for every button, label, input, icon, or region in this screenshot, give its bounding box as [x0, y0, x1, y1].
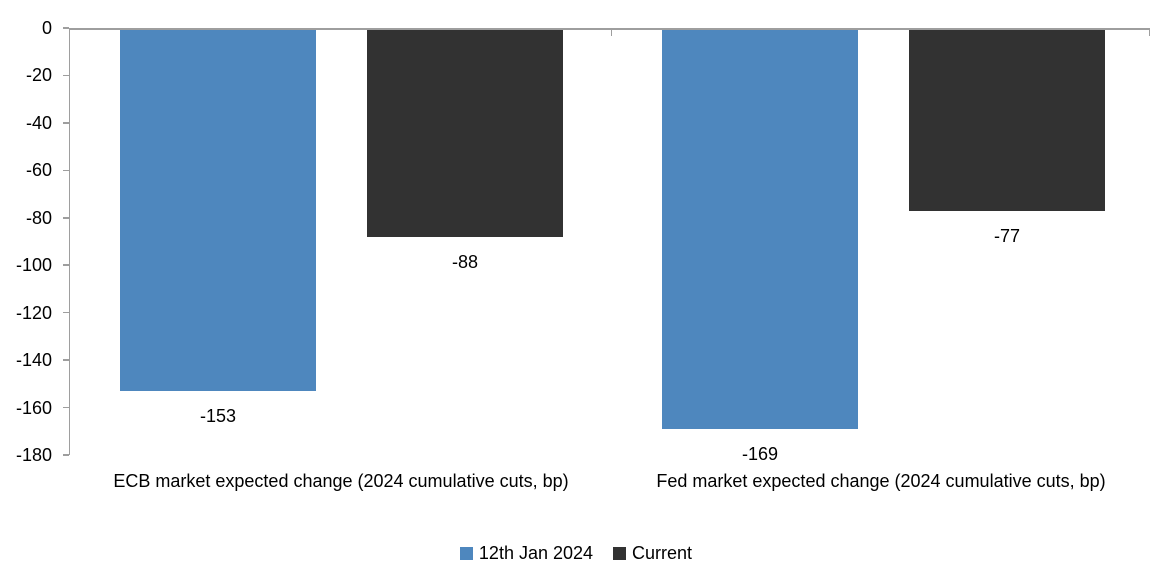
bar-jan [662, 29, 858, 429]
legend-swatch-icon [613, 546, 627, 560]
bar-value-label: -77 [993, 225, 1020, 246]
y-axis-tick [62, 311, 69, 314]
y-axis-line [68, 28, 70, 455]
bar-current [909, 29, 1105, 211]
y-axis-tick [62, 264, 69, 266]
x-axis-line [68, 28, 1150, 30]
bar-value-label: -88 [451, 251, 478, 272]
y-axis-tick [62, 122, 69, 124]
x-axis-tick [1148, 28, 1150, 36]
y-axis-tick-label: -100 [15, 255, 52, 276]
bar-value-label: -153 [199, 405, 237, 426]
y-axis-tick-label: -160 [15, 397, 52, 418]
y-axis-tick [62, 27, 69, 29]
x-axis-tick [610, 28, 612, 36]
y-axis-tick-label: -80 [25, 207, 52, 228]
legend-label: Current [632, 543, 693, 563]
legend-item: 12th Jan 2024 [459, 542, 594, 564]
y-axis-tick [62, 454, 69, 456]
category-label: Fed market expected change (2024 cumulat… [656, 471, 1106, 491]
y-axis-tick-label: -40 [25, 112, 52, 133]
y-axis-tick [62, 217, 69, 219]
y-axis-tick-label: -180 [15, 445, 52, 465]
bar-value-label: -169 [741, 443, 779, 464]
y-axis-tick [62, 169, 69, 172]
legend-label: 12th Jan 2024 [478, 543, 594, 563]
legend: 12th Jan 2024 Current [0, 542, 1152, 564]
legend-swatch-icon [459, 546, 473, 560]
y-axis-tick [62, 359, 69, 361]
y-axis-tick-label: -120 [15, 302, 52, 323]
bar-jan [120, 29, 316, 391]
y-axis-tick-label: 0 [41, 18, 52, 38]
y-axis-tick [62, 74, 69, 77]
y-axis-tick-label: -20 [25, 65, 52, 86]
x-axis-tick [68, 28, 70, 36]
y-axis-tick-label: -60 [25, 160, 52, 181]
legend-item: Current [613, 542, 692, 564]
y-axis-tick-label: -140 [15, 350, 52, 371]
y-axis-tick [62, 406, 69, 409]
category-label: ECB market expected change (2024 cumulat… [113, 471, 569, 491]
bar-current [367, 29, 563, 237]
